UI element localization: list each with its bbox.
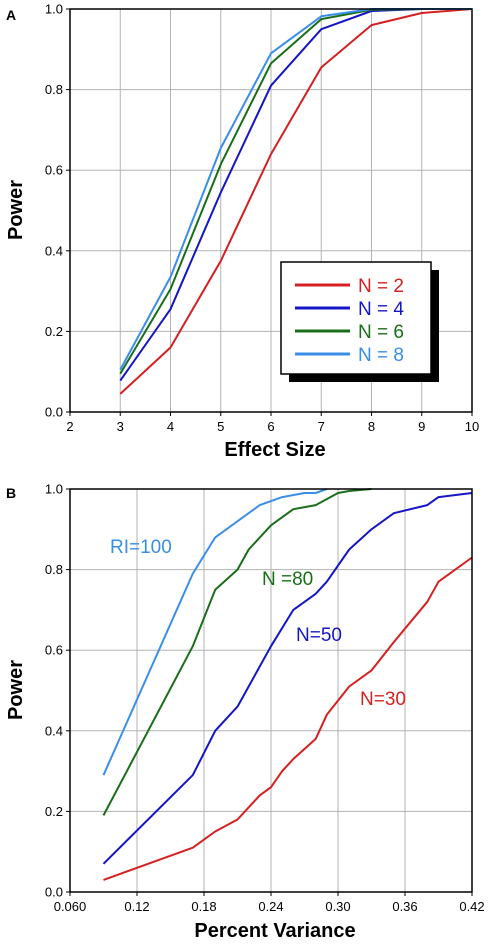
legend-label-n-2: N = 2	[358, 276, 404, 297]
y-tick-label: 0.4	[45, 243, 63, 258]
x-tick-label: 0.36	[392, 899, 417, 914]
series-line-ri-100	[102, 488, 328, 776]
panel-b-y-axis-title: Power	[5, 660, 27, 720]
panel-a-x-ticks: 2 3 4 5 6 7 8 9 10	[66, 412, 479, 434]
x-tick-label: 3	[117, 419, 124, 434]
x-tick-label: 5	[217, 419, 224, 434]
legend-items: N = 2N = 4N = 6N = 8	[295, 276, 404, 366]
x-tick-label: 0.30	[325, 899, 350, 914]
panel-a-x-axis-title: Effect Size	[224, 439, 325, 461]
panel-a-y-axis-title: Power	[5, 180, 27, 240]
y-tick-label: 0.2	[45, 804, 63, 819]
panel-b-letter: B	[6, 485, 16, 501]
x-tick-label: 4	[167, 419, 174, 434]
legend-box	[280, 261, 432, 375]
panel-b: B 0.060 0.12 0.18 0.24 0.30 0.36 0.42 0.00.20.…	[5, 482, 485, 943]
annotation-n-30: N=30	[360, 689, 406, 710]
panel-a-legend: N = 2N = 4N = 6N = 8	[280, 261, 439, 382]
x-tick-label: 7	[318, 419, 325, 434]
annotation-n-50: N=50	[296, 625, 342, 646]
y-tick-label: 0.4	[45, 723, 63, 738]
panel-b-x-axis-title: Percent Variance	[194, 920, 355, 942]
y-tick-label: 0.2	[45, 324, 63, 339]
legend-label-n-8: N = 8	[358, 345, 404, 366]
panel-a-y-ticks: 0.0 0.2 0.4 0.6 0.8 1.0	[45, 2, 70, 420]
panel-a: A 2 3 4 5 6 7 8 9 10 0.0 0.2 0.4 0.6 0.8 1.0 Effect S…	[5, 2, 479, 462]
panel-a-grid	[70, 9, 472, 412]
y-tick-label: 0.0	[45, 885, 63, 900]
legend-label-n-4: N = 4	[358, 299, 404, 320]
x-tick-label: 0.12	[124, 899, 149, 914]
panel-a-letter: A	[6, 7, 16, 23]
panel-a-plot-frame	[69, 8, 473, 413]
y-tick-label: 0.6	[45, 643, 63, 658]
x-tick-label: 6	[267, 419, 274, 434]
x-tick-label: 2	[66, 419, 73, 434]
annotation-n-80: N =80	[262, 569, 313, 590]
series-line-n-80	[102, 488, 372, 816]
y-tick-label: 0.0	[45, 405, 63, 420]
y-tick-label: 0.8	[45, 562, 63, 577]
series-line-n-30	[103, 556, 473, 881]
y-tick-label: 1.0	[45, 482, 63, 497]
y-tick-label: 1.0	[45, 2, 63, 17]
y-tick-label: 0.8	[45, 82, 63, 97]
panel-b-grid	[70, 489, 472, 892]
series-line-n-50	[102, 492, 473, 865]
legend-label-n-6: N = 6	[358, 322, 404, 343]
x-tick-label: 9	[418, 419, 425, 434]
x-tick-label: 10	[465, 419, 479, 434]
panel-b-plot-frame	[69, 488, 473, 893]
panel-b-series-lines	[102, 488, 473, 881]
y-tick-label: 0.6	[45, 163, 63, 178]
series-line-n-2	[119, 8, 473, 395]
panel-b-y-ticks: 0.0 0.2 0.4 0.6 0.8 1.0	[45, 482, 70, 900]
x-tick-label: 0.060	[54, 899, 87, 914]
x-tick-label: 0.42	[459, 899, 484, 914]
x-tick-label: 0.18	[191, 899, 216, 914]
x-tick-label: 8	[368, 419, 375, 434]
x-tick-label: 0.24	[258, 899, 283, 914]
annotation-ri-100: RI=100	[110, 537, 172, 558]
panel-b-x-ticks: 0.060 0.12 0.18 0.24 0.30 0.36 0.42	[54, 892, 485, 914]
